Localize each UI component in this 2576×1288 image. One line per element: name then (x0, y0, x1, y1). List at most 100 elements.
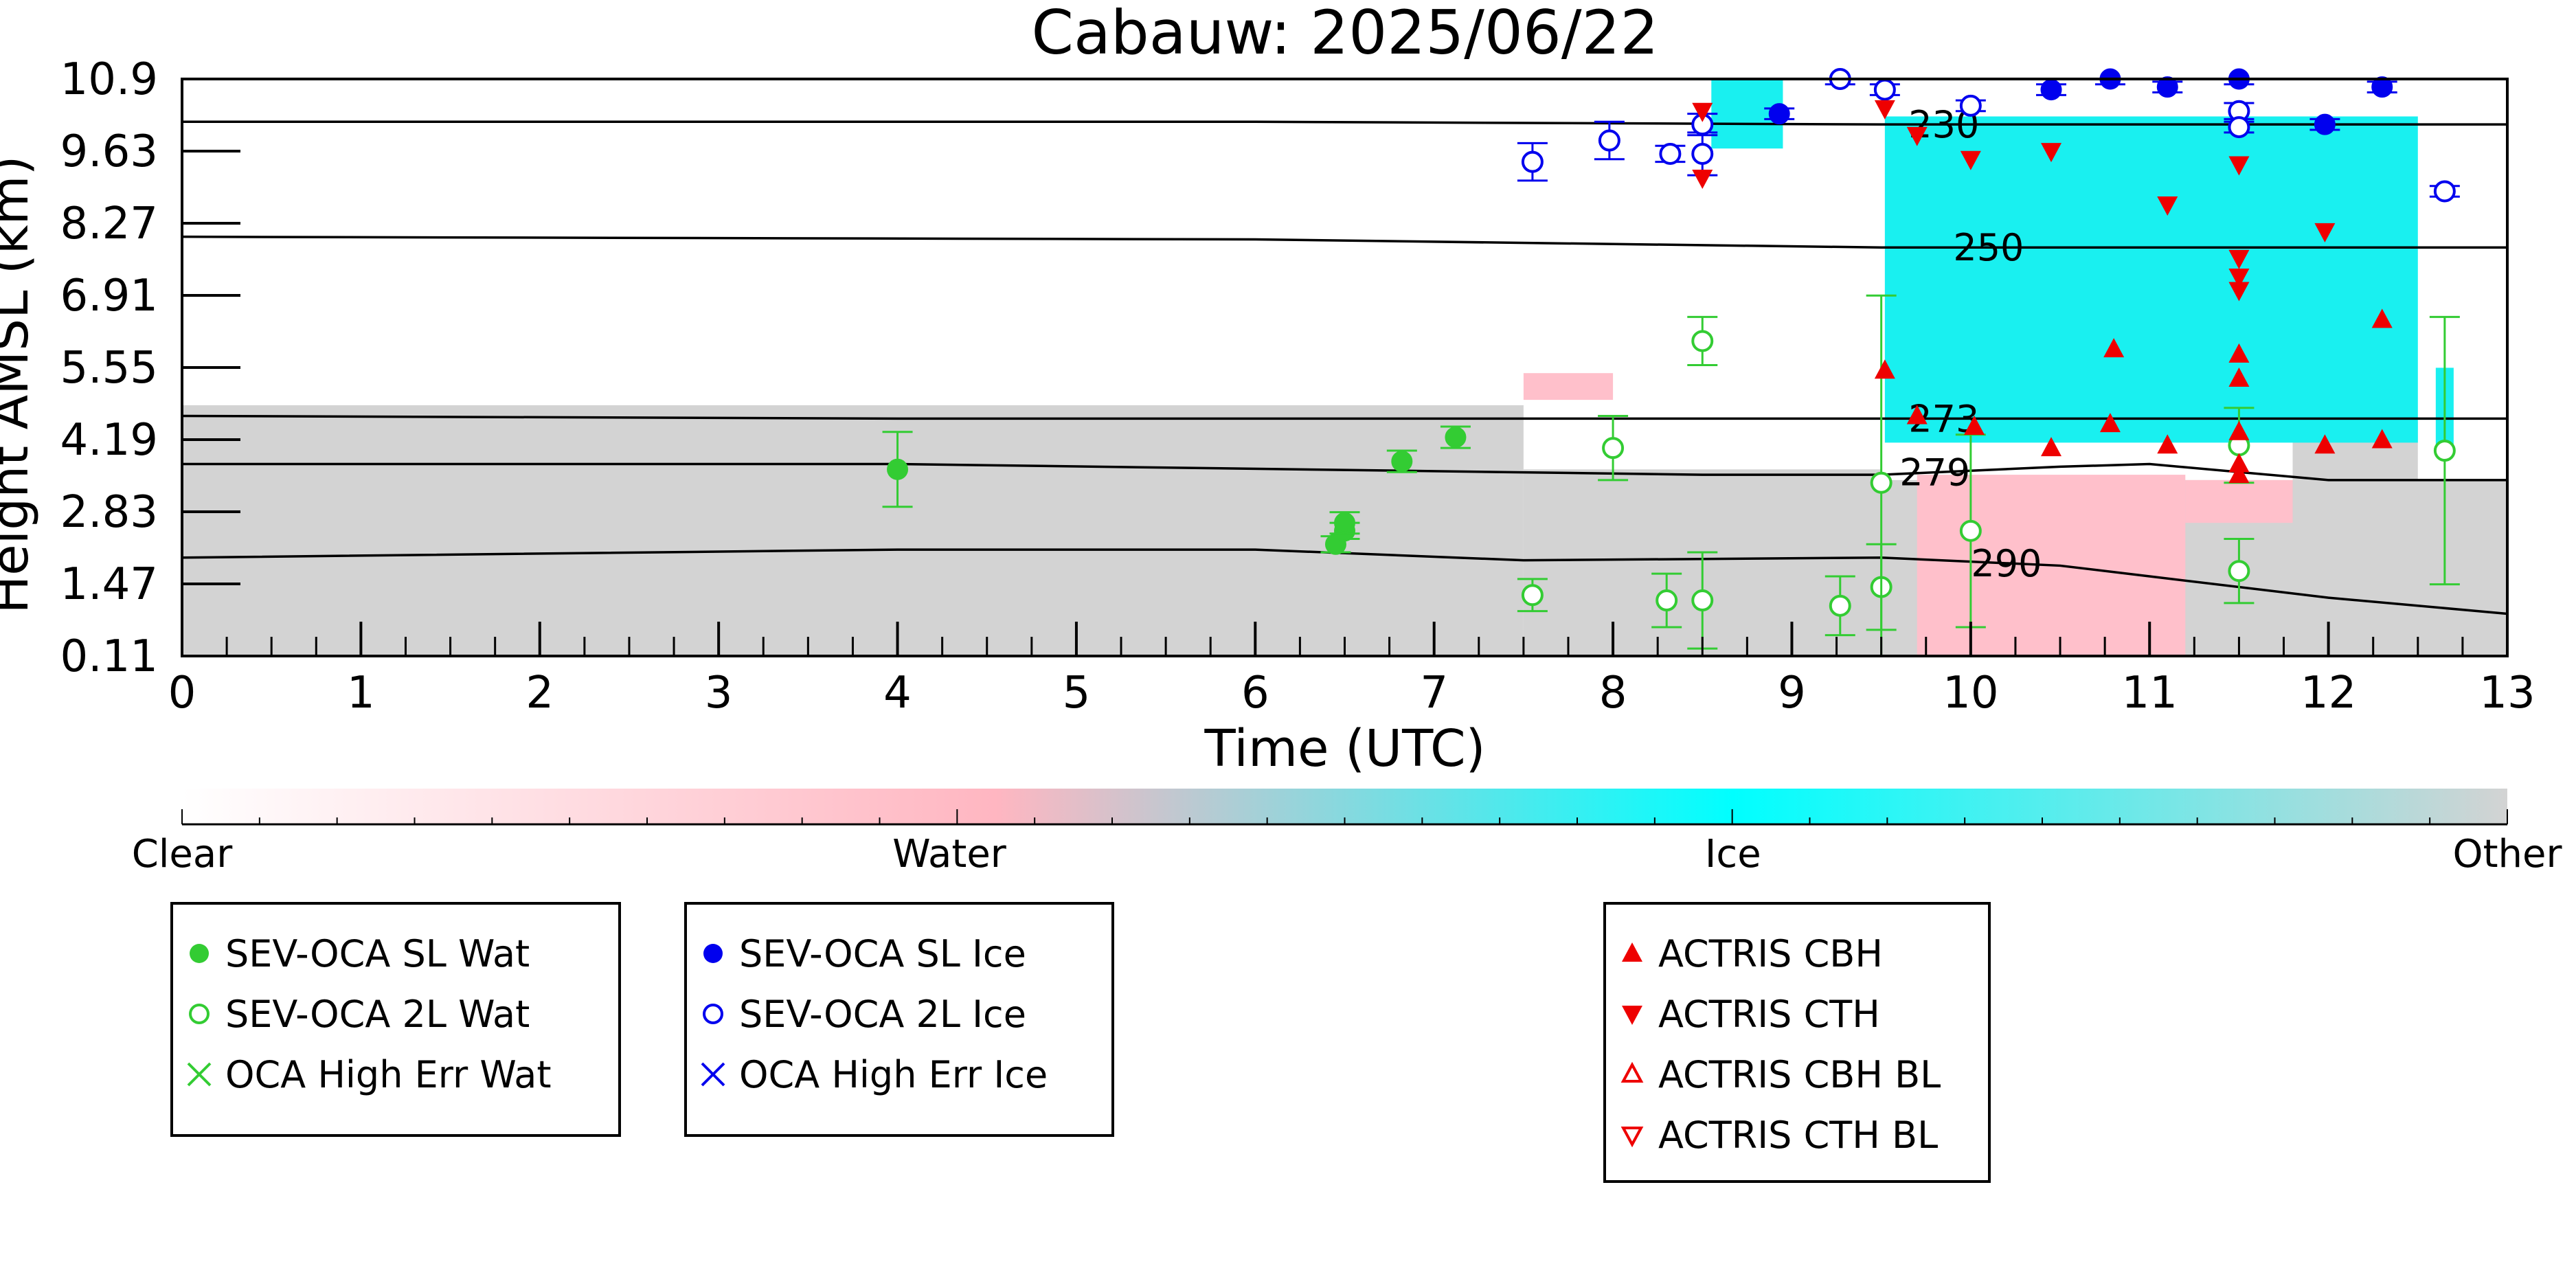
y-tick-label: 9.63 (60, 126, 159, 177)
data-series (882, 68, 2460, 657)
colorbar-label: Water (892, 832, 1007, 877)
data-point (2228, 367, 2250, 387)
data-point (1445, 427, 1467, 449)
legend-label: SEV-OCA 2L Ice (739, 993, 1026, 1036)
legend-label: ACTRIS CBH (1658, 932, 1883, 975)
x-tick-label: 7 (1420, 668, 1448, 719)
legend-marker (703, 944, 723, 963)
chart-title: Cabauw: 2025/06/22 (1032, 0, 1659, 68)
data-point (1829, 594, 1851, 617)
contour-line-250 (181, 235, 2507, 249)
legend-marker (703, 1004, 723, 1024)
x-tick-label: 4 (883, 668, 912, 719)
x-tick-label: 2 (526, 668, 554, 719)
x-tick-label: 9 (1778, 668, 1806, 719)
data-point (1659, 142, 1682, 165)
contour-label-290: 290 (1971, 542, 2042, 585)
data-point (1874, 100, 1895, 120)
data-point (2228, 249, 2250, 269)
legend-box (1603, 902, 1991, 1183)
data-point (2228, 464, 2250, 484)
colorbar-label: Clear (132, 832, 233, 877)
region-other (182, 405, 1524, 656)
colorbar: Clear Water Ice Other (132, 789, 2562, 877)
x-axis-label: Time (UTC) (1204, 719, 1485, 778)
data-point (2314, 434, 2336, 454)
x-tick-label: 5 (1063, 668, 1091, 719)
y-tick-label: 5.55 (60, 343, 159, 394)
colorbar-label: Other (2452, 832, 2562, 877)
legend-label: OCA High Err Ice (739, 1053, 1048, 1096)
data-point (1959, 94, 1982, 117)
data-point (2433, 440, 2456, 462)
data-point (2371, 429, 2393, 449)
x-tick-label: 3 (705, 668, 733, 719)
legend-label: SEV-OCA SL Wat (225, 932, 530, 975)
data-point (1334, 512, 1355, 534)
data-point (2228, 420, 2250, 440)
data-point (2156, 76, 2178, 98)
data-point (1691, 330, 1714, 352)
legend-label: SEV-OCA SL Ice (739, 932, 1026, 975)
x-tick-label: 0 (168, 668, 196, 719)
region-water (1523, 373, 1614, 400)
y-tick-label: 8.27 (60, 199, 159, 249)
contour-label-250: 250 (1953, 226, 2024, 269)
legend-marker (190, 944, 209, 963)
legend-marker (1622, 1006, 1642, 1025)
data-point (1656, 589, 1678, 612)
y-tick-label: 4.19 (60, 415, 159, 466)
data-point (2228, 269, 2250, 289)
legend-marker (189, 1004, 210, 1024)
y-tick-label: 2.83 (60, 487, 159, 538)
data-point (1906, 405, 1928, 425)
data-point (1906, 126, 1928, 146)
data-point (2041, 437, 2062, 457)
legend-label: SEV-OCA 2L Wat (225, 993, 530, 1036)
axes: 0 1 2 3 4 5 6 7 8 9 10 11 12 130.111.472.834.195.556.… (60, 54, 2535, 719)
colorbar-label: Ice (1705, 832, 1761, 877)
cloud-mask-layer (182, 79, 2507, 656)
x-tick-label: 11 (2122, 668, 2178, 719)
data-point (1964, 416, 1985, 436)
x-tick-label: 1 (347, 668, 375, 719)
data-point (2040, 79, 2062, 101)
x-tick-label: 10 (1943, 668, 1998, 719)
y-tick-label: 6.91 (60, 271, 159, 321)
x-tick-label: 6 (1241, 668, 1269, 719)
data-point (1691, 589, 1714, 612)
y-tick-label: 0.11 (60, 631, 159, 682)
y-tick-label: 10.9 (60, 54, 159, 105)
data-point (1692, 102, 1713, 122)
region-ice (1884, 116, 2418, 443)
legend-label: ACTRIS CTH BL (1658, 1114, 1938, 1157)
legend-marker (701, 1062, 725, 1087)
data-point (2228, 282, 2250, 302)
legend-label: ACTRIS CTH (1658, 993, 1880, 1036)
data-point (1602, 437, 1625, 460)
y-tick-label: 1.47 (60, 559, 159, 610)
data-point (1391, 451, 1413, 473)
legend-marker (1620, 1127, 1644, 1148)
contour-label-279: 279 (1899, 451, 1970, 495)
data-point (2228, 116, 2250, 139)
x-tick-label: 13 (2479, 668, 2535, 719)
legend-box (684, 902, 1114, 1137)
data-point (1874, 359, 1895, 379)
data-point (1691, 142, 1714, 165)
y-axis-label: Height AMSL (km) (0, 155, 40, 613)
data-point (1598, 129, 1620, 152)
data-point (2314, 113, 2336, 135)
data-point (887, 458, 909, 480)
data-point (1959, 519, 1982, 542)
data-point (1768, 103, 1790, 125)
data-point (2099, 413, 2121, 433)
region-water (2185, 479, 2293, 523)
data-point (1870, 471, 1893, 494)
data-point (2228, 343, 2250, 363)
contour-line-230 (182, 120, 2507, 126)
data-point (1521, 150, 1544, 173)
x-tick-label: 8 (1599, 668, 1627, 719)
data-point (2371, 308, 2393, 328)
legend-label: OCA High Err Wat (225, 1053, 552, 1096)
